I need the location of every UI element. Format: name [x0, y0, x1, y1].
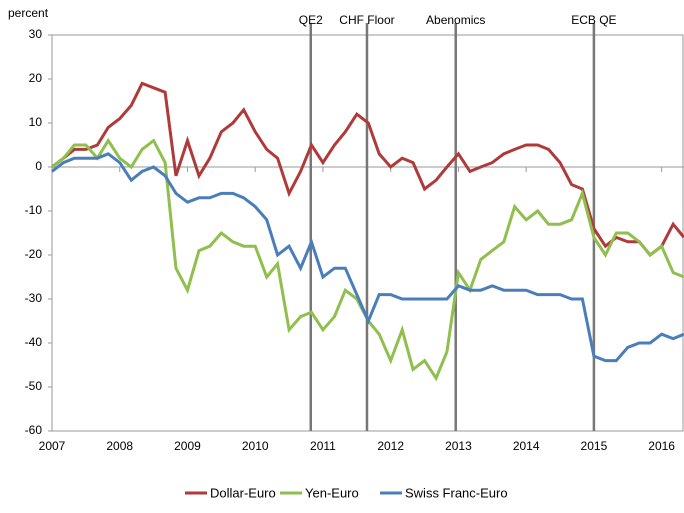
x-tick-label: 2016: [648, 439, 675, 453]
x-tick-label: 2009: [174, 439, 201, 453]
y-tick-label: 20: [29, 71, 43, 85]
event-label: QE2: [299, 13, 323, 27]
y-tick-label: -60: [25, 423, 43, 437]
y-tick-label: -20: [25, 247, 43, 261]
event-label: CHF Floor: [339, 13, 394, 27]
event-label: Abenomics: [426, 13, 485, 27]
x-tick-label: 2007: [39, 439, 66, 453]
x-tick-label: 2011: [310, 439, 336, 453]
y-tick-label: 0: [35, 159, 42, 173]
event-label: ECB QE: [571, 13, 616, 27]
x-tick-label: 2010: [242, 439, 269, 453]
y-tick-label: -30: [25, 291, 43, 305]
legend-label: Swiss Franc-Euro: [405, 485, 508, 500]
y-tick-label: -10: [25, 203, 43, 217]
legend-label: Dollar-Euro: [210, 485, 276, 500]
y-tick-label: -40: [25, 335, 43, 349]
y-tick-label: 30: [29, 27, 43, 41]
y-axis-label: percent: [8, 6, 49, 20]
y-tick-label: 10: [29, 115, 43, 129]
x-tick-label: 2008: [106, 439, 133, 453]
legend-label: Yen-Euro: [305, 485, 359, 500]
x-tick-label: 2015: [581, 439, 608, 453]
x-tick-label: 2012: [377, 439, 404, 453]
y-tick-label: -50: [25, 379, 43, 393]
x-tick-label: 2013: [445, 439, 472, 453]
series-line: [51, 152, 684, 363]
series-line: [51, 81, 684, 258]
x-tick-label: 2014: [513, 439, 540, 453]
